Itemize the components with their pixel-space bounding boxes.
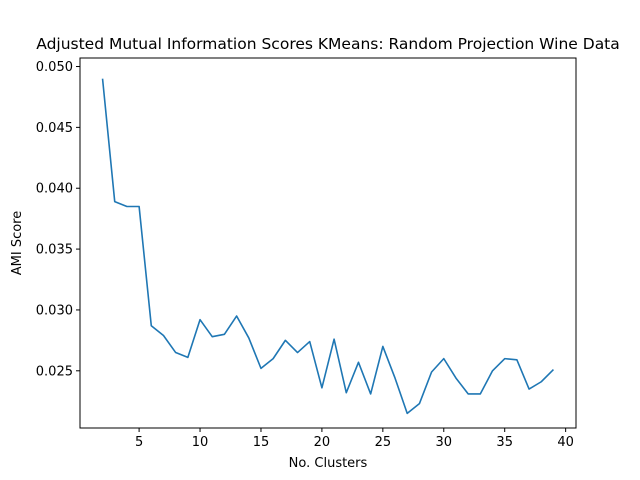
y-tick-label: 0.040 [36, 182, 73, 197]
x-tick-label: 5 [135, 435, 143, 450]
y-axis-title: AMI Score [10, 211, 25, 276]
y-tick-label: 0.050 [36, 60, 73, 75]
series-layer [101, 78, 555, 415]
x-tick-label: 30 [436, 435, 453, 450]
ami-score-line [101, 78, 555, 415]
x-tick-label: 40 [557, 435, 574, 450]
plot-background [80, 58, 576, 428]
x-tick-label: 25 [375, 435, 392, 450]
x-tick-label: 15 [253, 435, 270, 450]
x-tick-label: 10 [192, 435, 209, 450]
y-tick-label: 0.035 [36, 243, 73, 258]
y-tick-label: 0.030 [36, 303, 73, 318]
chart-title: Adjusted Mutual Information Scores KMean… [36, 35, 620, 53]
y-tick-label: 0.045 [36, 121, 73, 136]
x-tick-label: 20 [314, 435, 331, 450]
y-tick-label: 0.025 [36, 364, 73, 379]
x-axis-title: No. Clusters [289, 456, 368, 471]
plot-area [80, 58, 576, 428]
x-tick-label: 35 [496, 435, 513, 450]
plot-frame [79, 57, 577, 429]
ticks: 5 10 15 20 25 30 35 40 0.025 0.030 0.035 0.040 0.045… [36, 60, 574, 450]
